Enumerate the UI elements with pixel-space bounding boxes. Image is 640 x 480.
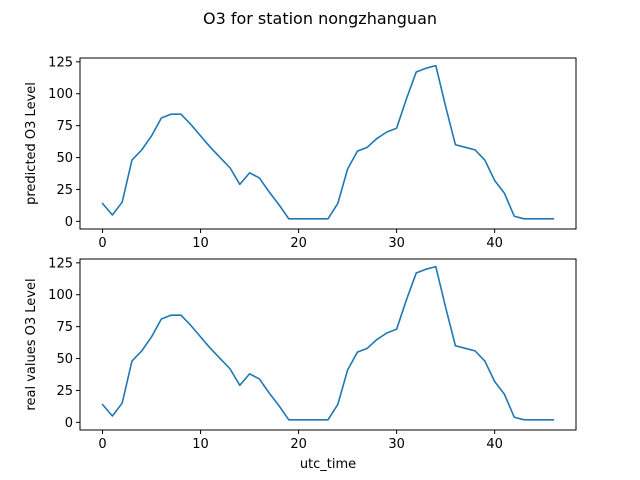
x-tick-label-real-4: 40 [486,437,503,452]
figure-title: O3 for station nongzhanguan [203,9,437,28]
series-line-predicted [101,64,555,220]
x-tick-label-predicted-4: 40 [486,236,503,251]
y-tick-label-real-4: 100 [48,288,73,303]
subplot-predicted: predicted O3 Level 0 10 20 30 40 0 25 50 75 100 12… [24,55,577,251]
ylabel-real: real values O3 Level [24,278,39,410]
x-tick-label-predicted-1: 10 [192,236,209,251]
ylabel-predicted: predicted O3 Level [24,82,39,205]
y-tick-label-predicted-0: 0 [65,215,73,230]
x-tick-label-predicted-2: 20 [290,236,307,251]
y-tick-label-real-2: 50 [56,352,73,367]
plot-frame-real [79,258,577,431]
y-tick-label-predicted-3: 75 [56,119,73,134]
x-tick-label-real-1: 10 [192,437,209,452]
y-tick-label-real-0: 0 [65,416,73,431]
xlabel-real: utc_time [300,457,356,472]
subplot-real: real values O3 Level utc_time 0 10 20 30 400… [24,256,577,472]
y-tick-label-real-3: 75 [56,320,73,335]
x-tick-label-real-2: 20 [290,437,307,452]
y-tick-label-predicted-5: 125 [48,55,73,70]
x-tick-label-predicted-3: 30 [388,236,405,251]
ticks-predicted: 0 10 20 30 40 0 25 50 75 100 125 [48,55,503,251]
series-line-real [101,265,555,421]
ticks-real: 0 10 20 30 40 0 25 50 75 100 125 [48,256,503,452]
y-tick-label-predicted-1: 25 [56,183,73,198]
x-tick-label-predicted-0: 0 [98,236,106,251]
y-tick-label-predicted-2: 50 [56,151,73,166]
y-tick-label-real-1: 25 [56,384,73,399]
y-tick-label-predicted-4: 100 [48,87,73,102]
x-tick-label-real-0: 0 [98,437,106,452]
plot-frame-predicted [79,57,577,230]
x-tick-label-real-3: 30 [388,437,405,452]
y-tick-label-real-5: 125 [48,256,73,271]
